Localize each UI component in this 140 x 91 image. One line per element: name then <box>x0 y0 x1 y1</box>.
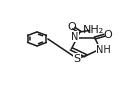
Text: S: S <box>74 54 81 64</box>
Text: O: O <box>103 30 112 40</box>
Text: O: O <box>68 22 77 32</box>
Text: N: N <box>71 32 79 42</box>
Text: NH: NH <box>96 45 111 55</box>
Text: NH₂: NH₂ <box>83 25 104 35</box>
